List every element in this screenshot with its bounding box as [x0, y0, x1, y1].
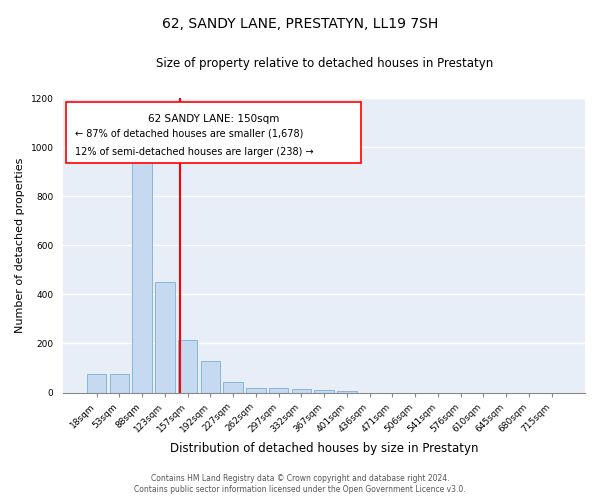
Bar — [269, 388, 289, 392]
Bar — [292, 389, 311, 392]
FancyBboxPatch shape — [66, 102, 361, 163]
Text: 12% of semi-detached houses are larger (238) →: 12% of semi-detached houses are larger (… — [75, 146, 313, 156]
Text: ← 87% of detached houses are smaller (1,678): ← 87% of detached houses are smaller (1,… — [75, 129, 303, 139]
Bar — [133, 154, 152, 392]
Bar — [110, 374, 129, 392]
Title: Size of property relative to detached houses in Prestatyn: Size of property relative to detached ho… — [155, 58, 493, 70]
Y-axis label: Number of detached properties: Number of detached properties — [15, 158, 25, 333]
X-axis label: Distribution of detached houses by size in Prestatyn: Distribution of detached houses by size … — [170, 442, 478, 455]
Text: 62, SANDY LANE, PRESTATYN, LL19 7SH: 62, SANDY LANE, PRESTATYN, LL19 7SH — [162, 18, 438, 32]
Text: 62 SANDY LANE: 150sqm: 62 SANDY LANE: 150sqm — [148, 114, 279, 124]
Bar — [314, 390, 334, 392]
Bar — [178, 340, 197, 392]
Bar — [155, 282, 175, 393]
Text: Contains HM Land Registry data © Crown copyright and database right 2024.
Contai: Contains HM Land Registry data © Crown c… — [134, 474, 466, 494]
Bar — [87, 374, 106, 392]
Bar — [246, 388, 266, 392]
Bar — [201, 360, 220, 392]
Bar — [223, 382, 243, 392]
